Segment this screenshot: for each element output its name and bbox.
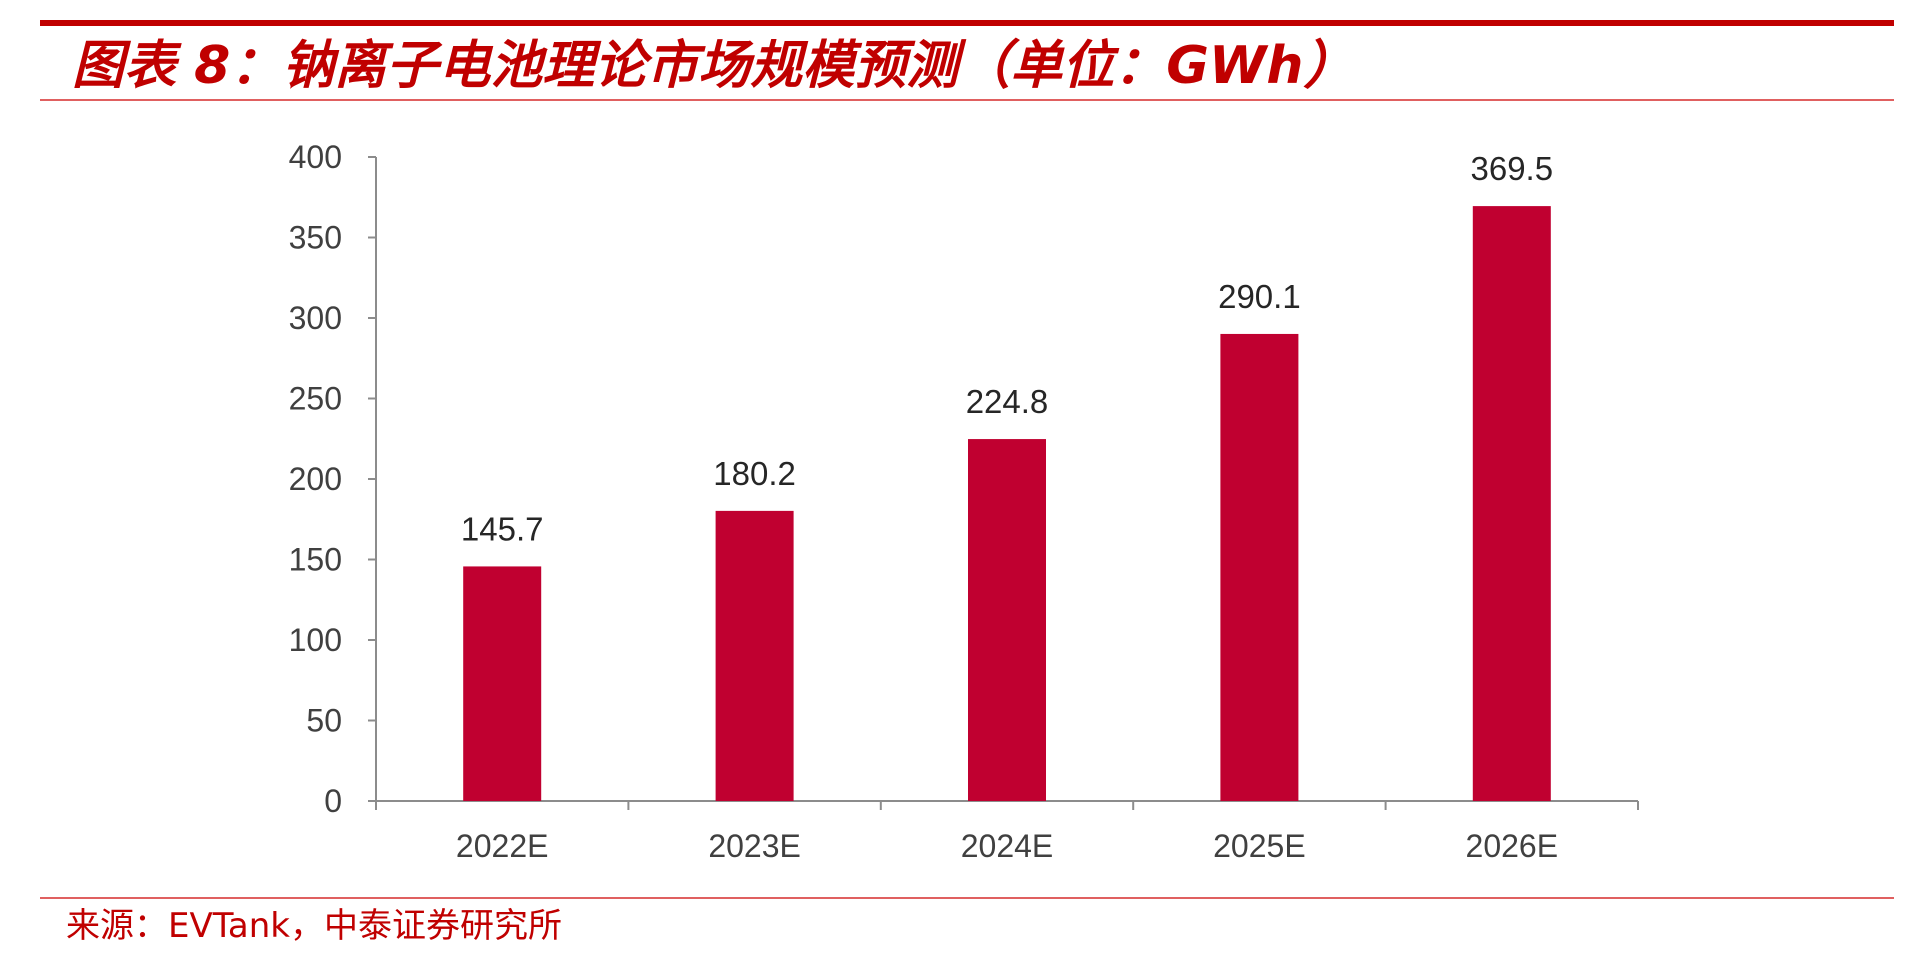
y-axis: 0 50 100 150 200 250 300 350 400	[289, 139, 377, 819]
bar	[1220, 333, 1299, 801]
y-tick-label: 50	[306, 703, 342, 739]
title-rule	[40, 99, 1894, 101]
bar-value-labels: 145.7 180.2 224.8 290.1 369.5	[461, 150, 1553, 547]
bars	[463, 206, 1551, 802]
y-tick-label: 300	[289, 300, 342, 336]
source-rule	[40, 897, 1894, 899]
x-tick-label: 2023E	[708, 828, 801, 864]
y-tick-label: 250	[289, 381, 342, 417]
bar-chart: 0 50 100 150 200 250 300 350 400 2022E 2023E 2024E…	[289, 139, 1639, 864]
bar	[715, 510, 794, 801]
y-tick-label: 350	[289, 220, 342, 256]
bar	[968, 439, 1046, 801]
bar	[463, 566, 542, 801]
top-rule	[40, 20, 1894, 26]
chart-title: 图表 8：钠离子电池理论市场规模预测（单位：GWh）	[72, 36, 1356, 96]
y-tick-label: 0	[324, 783, 342, 819]
bar	[1472, 206, 1551, 802]
y-tick-label: 100	[289, 622, 342, 658]
bar-value-label: 180.2	[713, 455, 796, 492]
x-tick-label: 2025E	[1213, 828, 1306, 864]
y-tick-label: 200	[289, 461, 342, 497]
y-tick-label: 400	[289, 139, 342, 175]
x-axis: 2022E 2023E 2024E 2025E 2026E	[375, 800, 1639, 864]
x-tick-label: 2024E	[961, 828, 1054, 864]
y-tick-label: 150	[289, 542, 342, 578]
source-note: 来源：EVTank，中泰证券研究所	[66, 906, 562, 946]
x-tick-label: 2026E	[1466, 828, 1559, 864]
bar-value-label: 224.8	[966, 383, 1049, 420]
x-tick-label: 2022E	[456, 828, 549, 864]
bar-value-label: 369.5	[1471, 150, 1554, 187]
bar-value-label: 290.1	[1218, 278, 1301, 315]
bar-value-label: 145.7	[461, 510, 544, 547]
